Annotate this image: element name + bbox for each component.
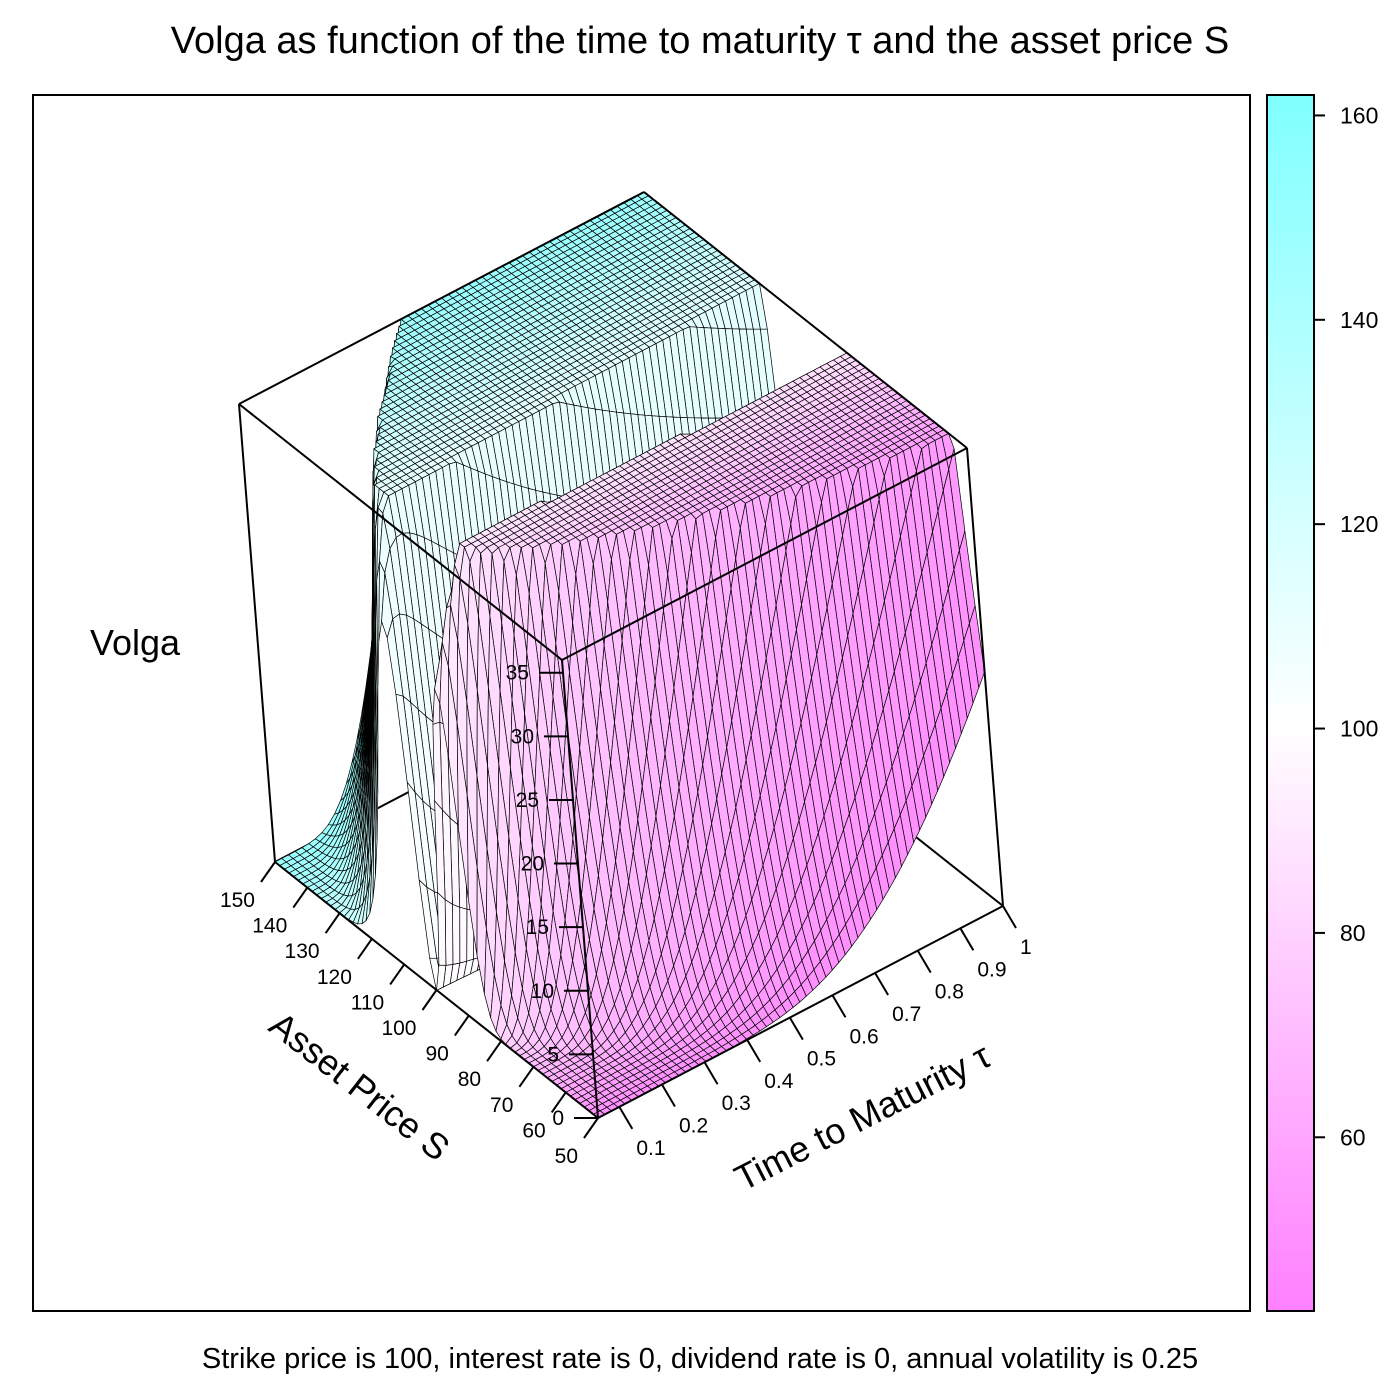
z-axis-label: Volga [90,622,181,663]
volga-surface [274,191,985,1119]
z-tick-label: 20 [521,853,544,876]
y-axis-label: Time to Maturity τ [728,1035,997,1199]
colorbar-tick-label: 160 [1340,102,1378,128]
x-tick-label: 80 [458,1068,481,1091]
x-tick-label: 140 [252,915,287,938]
y-tick-label: 0.2 [679,1115,708,1138]
y-tick-label: 1 [1020,936,1032,959]
y-tick-label: 0.5 [807,1048,836,1071]
x-axis-label: Asset Price S [262,1003,458,1168]
box-edge [238,403,276,863]
y-tick [959,927,975,951]
x-tick-label: 100 [381,1017,416,1040]
surface-facet [452,903,461,965]
x-tick [421,989,438,1011]
colorbar-tick-label: 100 [1340,716,1378,742]
x-tick-label: 90 [425,1043,448,1066]
y-tick-label: 0.6 [849,1025,878,1048]
x-tick [357,938,373,960]
colorbar-tick-label: 60 [1340,1124,1366,1150]
surface-facet [437,891,447,966]
x-tick [324,912,341,934]
x-tick-label: 50 [555,1145,578,1168]
y-tick [746,1039,762,1063]
x-tick-label: 120 [317,966,352,989]
colorbar-tick-label: 120 [1340,511,1378,537]
chart-title: Volga as function of the time to maturit… [171,20,1229,62]
x-tick [453,1015,470,1037]
x-tick-label: 60 [522,1119,545,1142]
z-tick-label: 35 [506,662,529,685]
x-tick-label: 150 [220,889,255,912]
colorbar-tick-label: 80 [1340,920,1366,946]
z-tick-label: 25 [516,789,539,812]
y-tick [788,1017,804,1041]
y-tick-label: 0.1 [636,1137,665,1160]
y-tick-label: 0.9 [977,958,1006,981]
x-tick [518,1066,535,1088]
y-tick [703,1061,719,1085]
y-tick [618,1106,634,1130]
x-tick [583,1117,599,1139]
z-tick-label: 5 [547,1043,559,1066]
y-tick [831,994,847,1018]
colorbar [1266,94,1315,1312]
y-tick [1002,905,1017,929]
y-tick-label: 0.4 [764,1070,794,1093]
y-tick [661,1084,676,1108]
surface-facet [444,898,454,966]
plot-panel [32,94,1251,1312]
y-tick [916,950,932,974]
chart-caption: Strike price is 100, interest rate is 0,… [202,1343,1198,1375]
y-tick [874,972,889,996]
x-tick [292,887,309,909]
x-tick [260,861,276,883]
surface-facet [459,906,468,964]
x-tick-label: 110 [351,991,384,1014]
colorbar-tick-label: 140 [1340,307,1378,333]
x-tick-label: 70 [490,1094,513,1117]
y-tick-label: 0.7 [892,1003,921,1026]
x-tick [486,1040,502,1062]
z-tick-label: 30 [511,725,534,748]
y-tick-label: 0.8 [935,981,964,1004]
z-tick-label: 15 [526,916,549,939]
x-tick [389,963,406,985]
z-tick-label: 10 [531,980,554,1003]
y-tick-label: 0.3 [722,1092,751,1115]
colorbar-ticks: 60 80 100 120 140 160 [1314,102,1378,1150]
x-tick-label: 130 [285,940,320,963]
